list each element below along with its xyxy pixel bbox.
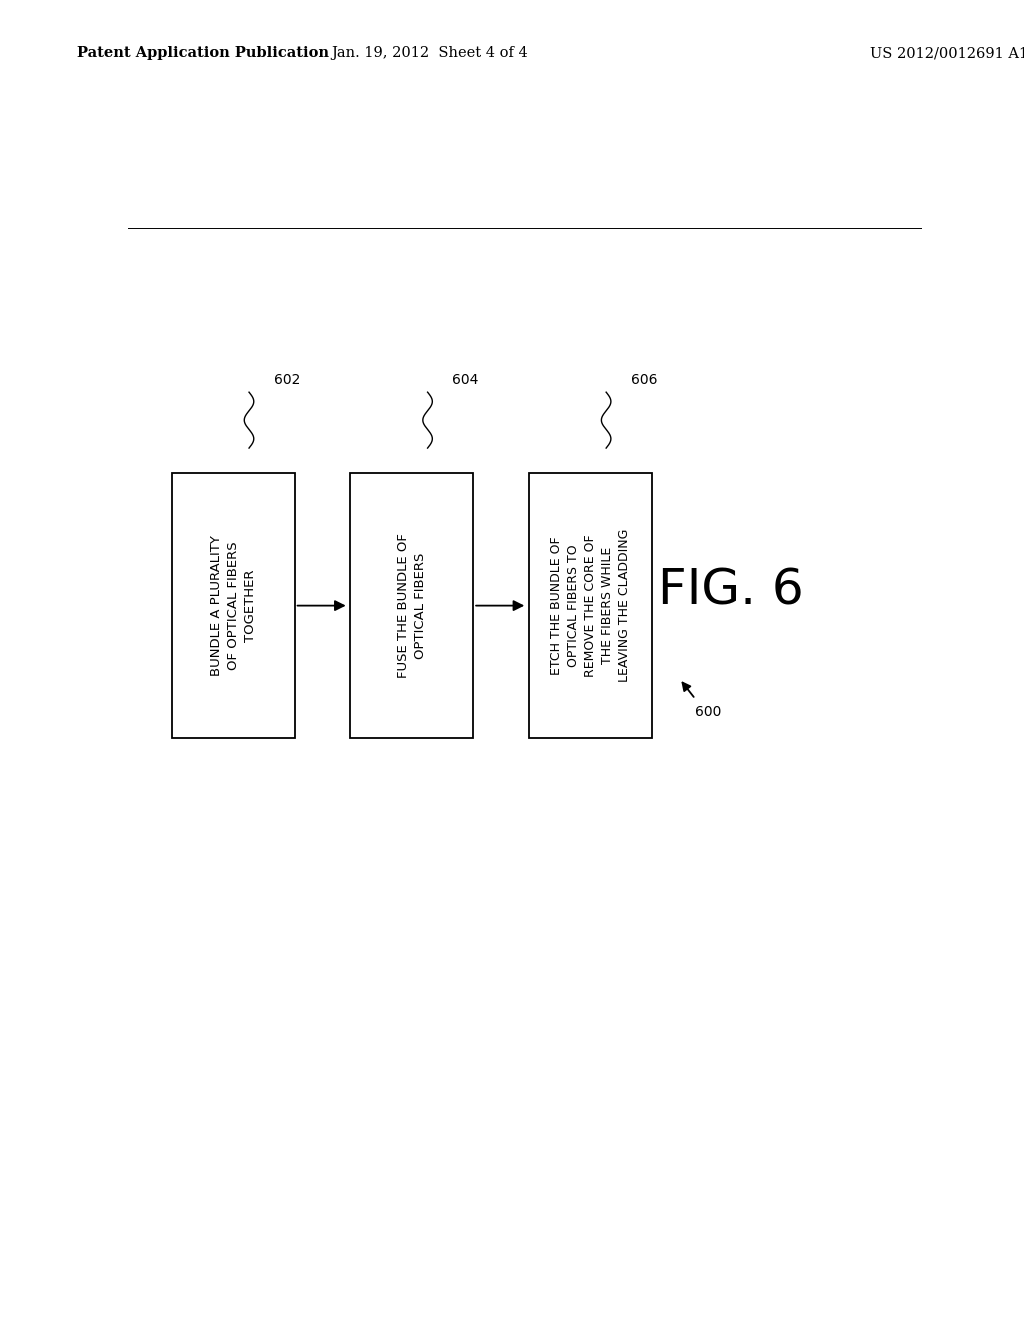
Text: Jan. 19, 2012  Sheet 4 of 4: Jan. 19, 2012 Sheet 4 of 4: [332, 46, 528, 61]
Text: 600: 600: [695, 705, 722, 719]
Text: FUSE THE BUNDLE OF
OPTICAL FIBERS: FUSE THE BUNDLE OF OPTICAL FIBERS: [396, 533, 427, 678]
Bar: [528, 474, 652, 738]
Text: US 2012/0012691 A1: US 2012/0012691 A1: [870, 46, 1024, 61]
Text: FIG. 6: FIG. 6: [658, 566, 804, 614]
Bar: [350, 474, 473, 738]
Text: BUNDLE A PLURALITY
OF OPTICAL FIBERS
TOGETHER: BUNDLE A PLURALITY OF OPTICAL FIBERS TOG…: [210, 535, 257, 676]
Bar: [172, 474, 295, 738]
Text: 602: 602: [273, 374, 300, 387]
Text: 604: 604: [453, 374, 478, 387]
Text: 606: 606: [631, 374, 657, 387]
Text: Patent Application Publication: Patent Application Publication: [77, 46, 329, 61]
Text: ETCH THE BUNDLE OF
OPTICAL FIBERS TO
REMOVE THE CORE OF
THE FIBERS WHILE
LEAVING: ETCH THE BUNDLE OF OPTICAL FIBERS TO REM…: [550, 529, 631, 682]
